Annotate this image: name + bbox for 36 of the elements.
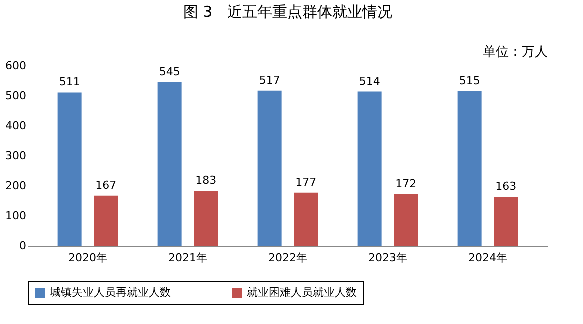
y-tick-label: 300: [6, 150, 26, 162]
bar: [458, 92, 482, 246]
text: 单位：万人: [483, 45, 548, 60]
legend-label: 就业困难人员就业人数: [247, 286, 357, 299]
y-tick-label: 200: [6, 180, 26, 192]
bar: [194, 191, 218, 246]
bar: [394, 194, 418, 246]
data-label: 167: [96, 178, 117, 192]
x-tick-label: 2023年: [368, 252, 408, 264]
legend-label: 城镇失业人员再就业人数: [49, 286, 171, 299]
x-tick-label: 2021年: [168, 252, 208, 264]
data-label: 545: [159, 66, 180, 78]
bar: [294, 192, 318, 246]
data-label: 163: [496, 180, 517, 194]
y-tick-label: 0: [20, 240, 26, 252]
y-tick-label: 600: [6, 60, 26, 72]
x-tick-label: 2020年: [68, 252, 108, 264]
data-label: 514: [359, 74, 380, 88]
data-label: 172: [396, 177, 417, 190]
chart-title: 图 3 近五年重点群体就业情况: [183, 3, 393, 21]
x-tick-label: 2024年: [468, 252, 508, 264]
y-tick-label: 400: [6, 120, 26, 132]
y-tick-label: 500: [6, 90, 26, 102]
data-label: 511: [59, 76, 80, 89]
y-tick-label: 100: [6, 210, 26, 222]
data-label: 183: [196, 174, 217, 188]
bar: [494, 197, 518, 246]
data-label: 517: [259, 74, 280, 87]
bar: [358, 92, 382, 246]
x-tick-label: 2022年: [268, 252, 308, 264]
bar: [158, 82, 182, 246]
bar: [58, 92, 82, 246]
bar: [94, 196, 118, 246]
data-label: 177: [296, 176, 317, 189]
data-label: 515: [459, 74, 480, 88]
bar: [258, 90, 282, 246]
